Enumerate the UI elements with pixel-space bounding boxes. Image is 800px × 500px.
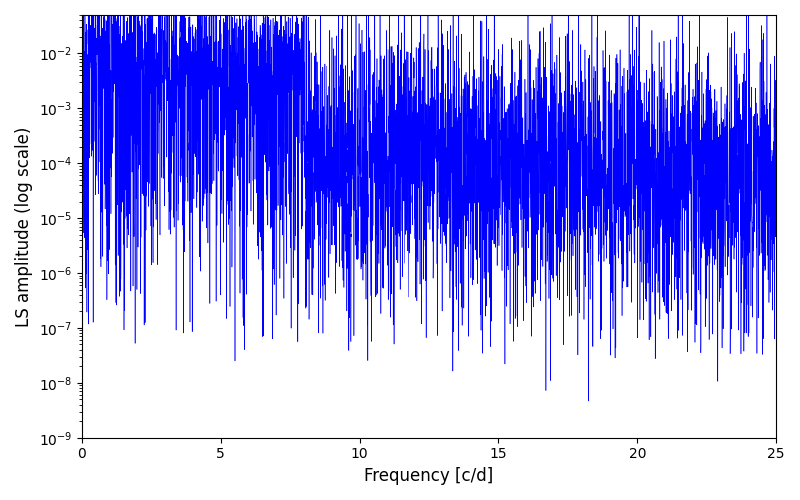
Y-axis label: LS amplitude (log scale): LS amplitude (log scale) bbox=[15, 126, 33, 326]
X-axis label: Frequency [c/d]: Frequency [c/d] bbox=[364, 467, 494, 485]
